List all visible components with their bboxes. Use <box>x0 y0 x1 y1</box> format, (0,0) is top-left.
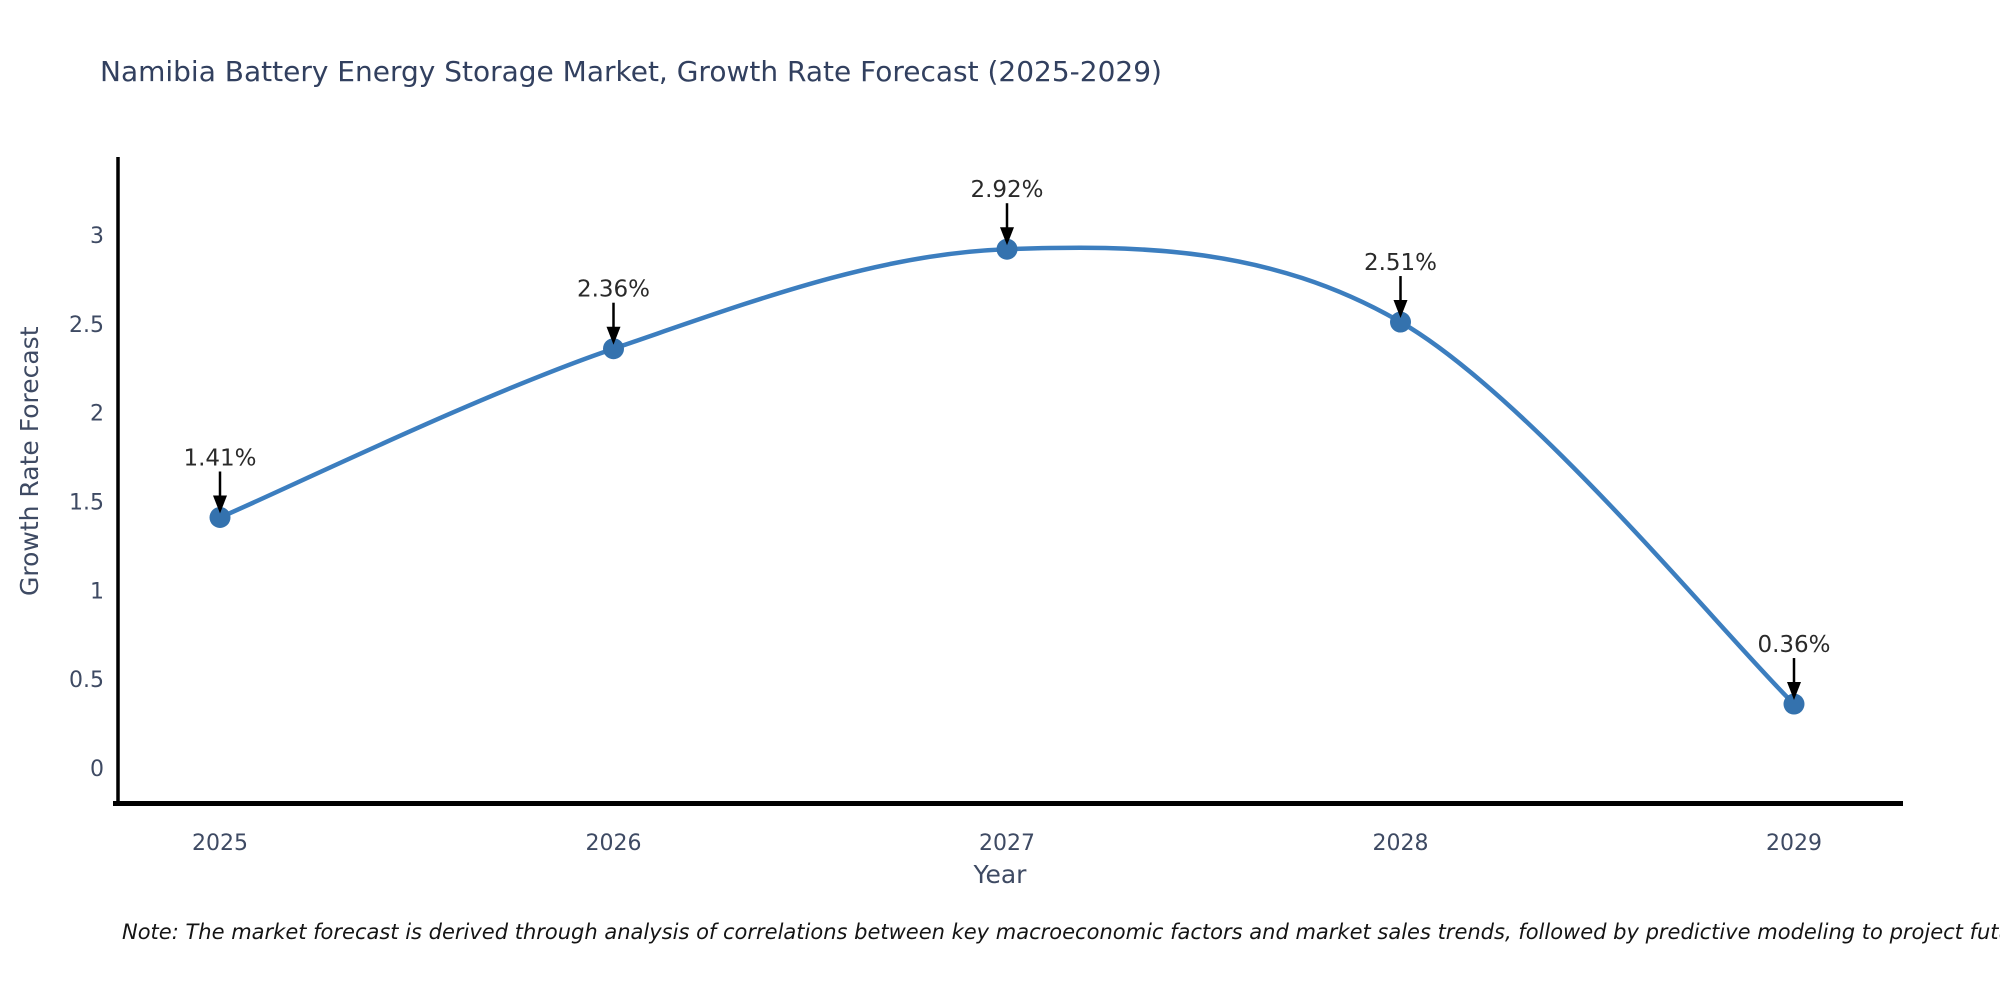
annotation-label: 1.41% <box>183 445 256 471</box>
data-point-marker <box>209 506 231 528</box>
footnote: Note: The market forecast is derived thr… <box>122 920 2000 944</box>
x-tick-label: 2025 <box>192 831 248 856</box>
x-axis-title: Year <box>973 860 1027 889</box>
data-point-marker <box>1390 311 1411 333</box>
data-point-marker <box>996 238 1018 260</box>
x-tick-label: 2027 <box>979 831 1035 856</box>
y-axis-title: Growth Rate Forecast <box>15 326 44 597</box>
y-tick-label: 0.5 <box>69 668 104 693</box>
y-tick-label: 2 <box>90 402 104 427</box>
annotation-arrow-head <box>1000 227 1014 246</box>
chart-title: Namibia Battery Energy Storage Market, G… <box>100 54 1162 88</box>
annotation-arrow-head <box>1393 300 1408 319</box>
annotation-label: 0.36% <box>1757 632 1830 658</box>
series-line <box>217 245 1797 707</box>
x-tick-label: 2026 <box>586 831 642 856</box>
annotation-arrow-head <box>1787 682 1801 701</box>
x-tick-label: 2029 <box>1766 831 1822 856</box>
annotation-label: 2.51% <box>1364 250 1437 276</box>
data-point-marker <box>1783 693 1805 715</box>
y-tick-label: 3 <box>90 224 104 249</box>
annotation-label: 2.92% <box>970 177 1043 203</box>
data-point-marker <box>603 338 624 360</box>
y-tick-label: 0 <box>90 757 104 782</box>
annotation-arrow-head <box>213 495 227 514</box>
annotation-label: 2.36% <box>577 277 650 303</box>
annotation-arrow-head <box>606 326 621 345</box>
x-tick-label: 2028 <box>1373 831 1429 856</box>
y-tick-label: 1.5 <box>69 490 104 515</box>
y-tick-label: 2.5 <box>69 313 104 338</box>
y-tick-label: 1 <box>90 579 104 604</box>
